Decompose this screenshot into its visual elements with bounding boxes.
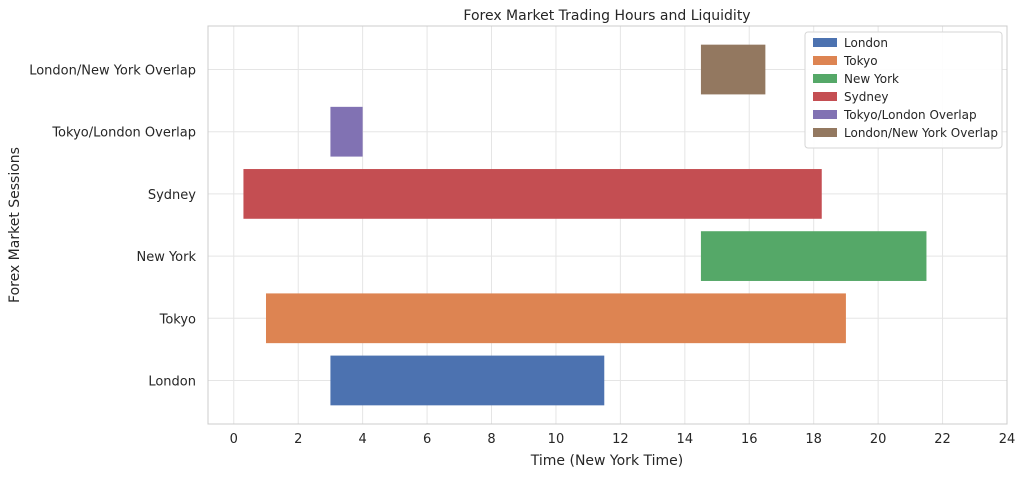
legend-swatch — [813, 92, 837, 101]
legend-swatch — [813, 128, 837, 137]
legend-box — [804, 31, 1003, 149]
legend: London Tokyo New York Sydney Tokyo/London Ov… — [804, 31, 1003, 149]
x-tick-label: 20 — [870, 432, 887, 447]
y-tick-label: Tokyo — [159, 312, 196, 327]
x-tick-label: 6 — [423, 432, 431, 447]
bar — [243, 169, 822, 219]
x-tick-label: 14 — [677, 432, 694, 447]
legend-swatch — [813, 38, 837, 47]
x-tick-label: 12 — [612, 432, 629, 447]
y-tick-labels: London Tokyo New York Sydney Tokyo/London Ov… — [29, 64, 196, 390]
x-tick-label: 2 — [294, 432, 302, 447]
bars — [243, 44, 927, 406]
legend-swatch — [813, 56, 837, 65]
legend-swatch — [813, 110, 837, 119]
y-tick-label: New York — [136, 250, 196, 265]
x-tick-labels: 0 2 4 6 8 10 12 14 16 18 20 22 24 — [230, 432, 1016, 447]
bar — [700, 44, 766, 95]
x-axis-label: Time (New York Time) — [530, 453, 683, 469]
x-tick-label: 22 — [934, 432, 951, 447]
y-axis-label: Forex Market Sessions — [7, 147, 23, 303]
chart-title: Forex Market Trading Hours and Liquidity — [463, 8, 750, 24]
bar — [700, 231, 927, 281]
legend-swatch — [813, 74, 837, 83]
x-tick-label: 18 — [805, 432, 822, 447]
plot-frame — [207, 25, 1008, 425]
legend-label: Sydney — [844, 90, 888, 104]
bar — [265, 293, 846, 344]
bar — [330, 106, 363, 157]
x-tick-label: 0 — [230, 432, 238, 447]
x-tick-label: 10 — [548, 432, 565, 447]
x-tick-label: 8 — [487, 432, 495, 447]
x-tick-label: 24 — [999, 432, 1016, 447]
y-tick-label: London — [148, 374, 196, 389]
legend-label: London/New York Overlap — [844, 126, 998, 140]
x-tick-label: 16 — [741, 432, 758, 447]
y-tick-label: Tokyo/London Overlap — [51, 126, 196, 141]
y-tick-label: Sydney — [148, 188, 196, 203]
bar — [330, 355, 605, 406]
legend-label: Tokyo — [843, 54, 878, 68]
x-tick-label: 4 — [359, 432, 367, 447]
legend-label: London — [844, 36, 888, 50]
legend-label: New York — [844, 72, 899, 86]
legend-label: Tokyo/London Overlap — [843, 108, 977, 122]
y-tick-label: London/New York Overlap — [29, 64, 196, 79]
